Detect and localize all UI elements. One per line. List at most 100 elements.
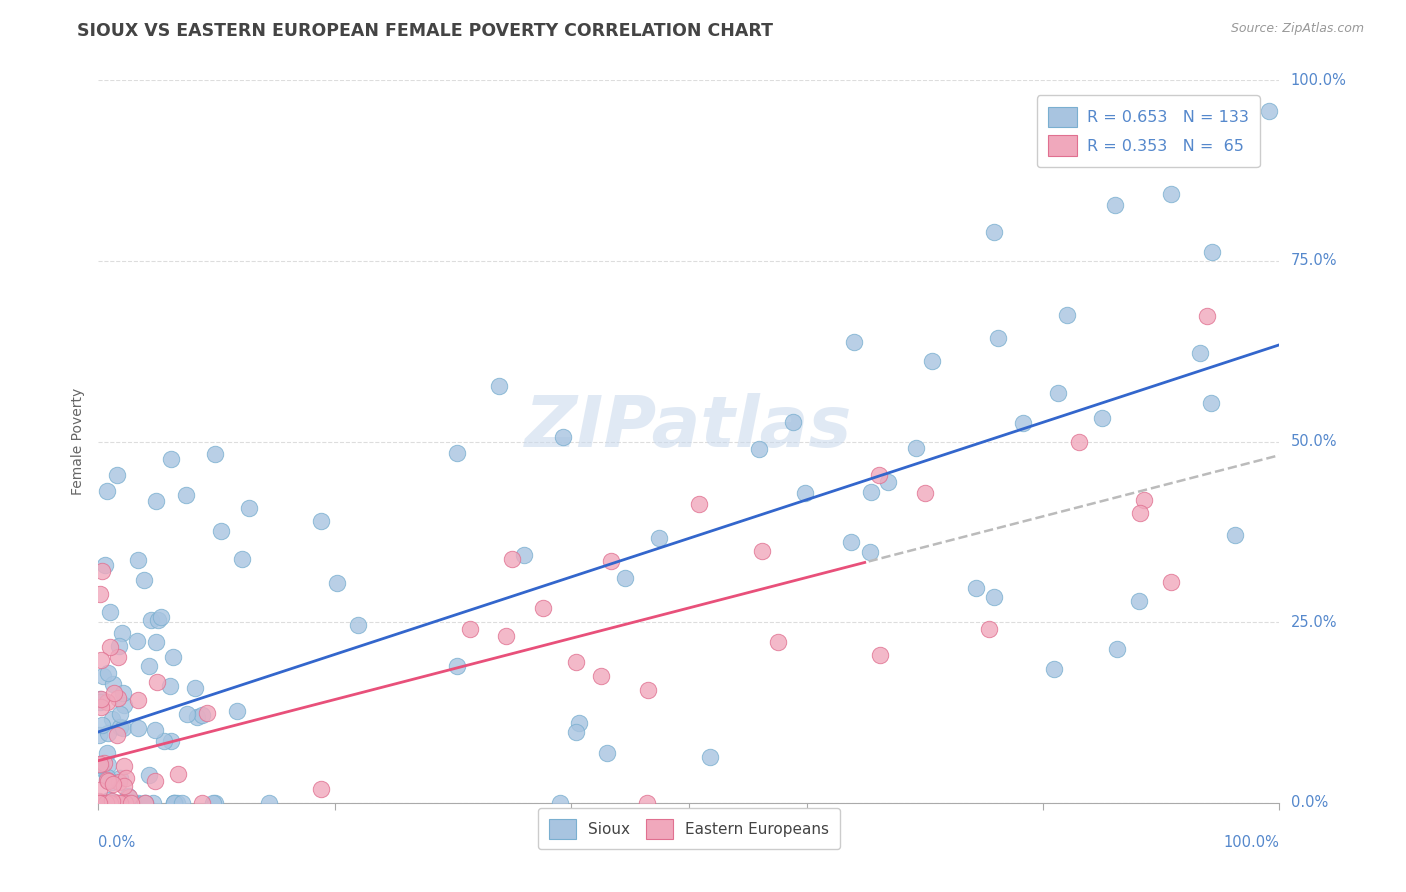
Point	[96, 695, 118, 709]
Point	[748, 442, 770, 457]
Point	[1091, 411, 1114, 425]
Point	[108, 774, 131, 789]
Point	[688, 497, 710, 511]
Point	[637, 683, 659, 698]
Point	[565, 724, 588, 739]
Point	[114, 772, 136, 786]
Point	[209, 524, 232, 539]
Point	[1056, 309, 1078, 323]
Point	[868, 468, 890, 483]
Point	[108, 796, 131, 810]
Point	[94, 796, 117, 810]
Point	[1160, 186, 1182, 201]
Point	[1047, 386, 1070, 401]
Point	[844, 335, 866, 350]
Point	[914, 486, 936, 500]
Point	[139, 613, 162, 627]
Point	[1107, 642, 1129, 657]
Point	[977, 622, 1000, 636]
Point	[100, 713, 122, 727]
Point	[567, 716, 589, 731]
Point	[98, 640, 121, 654]
Point	[225, 704, 247, 718]
Text: 100.0%: 100.0%	[1291, 73, 1347, 87]
Point	[108, 707, 131, 722]
Point	[347, 618, 370, 632]
Point	[595, 747, 617, 761]
Point	[1189, 346, 1212, 360]
Point	[97, 793, 120, 807]
Point	[112, 759, 135, 773]
Point	[170, 796, 193, 810]
Text: 50.0%: 50.0%	[1291, 434, 1337, 449]
Point	[103, 686, 125, 700]
Point	[87, 796, 110, 810]
Point	[90, 796, 112, 810]
Point	[163, 796, 186, 810]
Point	[93, 796, 115, 810]
Point	[98, 796, 121, 810]
Point	[91, 564, 114, 578]
Point	[859, 485, 882, 500]
Point	[1160, 574, 1182, 589]
Point	[987, 331, 1010, 345]
Point	[531, 601, 554, 615]
Point	[458, 622, 481, 636]
Text: 0.0%: 0.0%	[98, 835, 135, 850]
Point	[112, 779, 135, 793]
Text: 0.0%: 0.0%	[1291, 796, 1327, 810]
Point	[110, 796, 132, 810]
Point	[495, 629, 517, 643]
Point	[89, 757, 111, 772]
Point	[167, 767, 190, 781]
Point	[195, 706, 218, 721]
Point	[191, 796, 214, 810]
Point	[614, 571, 637, 585]
Point	[309, 781, 332, 796]
Point	[89, 782, 111, 797]
Point	[905, 441, 928, 455]
Point	[309, 515, 332, 529]
Point	[91, 717, 114, 731]
Point	[132, 573, 155, 587]
Point	[1012, 416, 1035, 430]
Point	[859, 545, 882, 559]
Point	[326, 575, 349, 590]
Point	[108, 771, 131, 785]
Point	[145, 635, 167, 649]
Point	[107, 691, 129, 706]
Point	[112, 698, 135, 712]
Point	[1195, 309, 1218, 323]
Point	[96, 747, 118, 761]
Point	[98, 796, 121, 810]
Point	[101, 776, 124, 790]
Point	[118, 796, 141, 810]
Point	[1129, 507, 1152, 521]
Point	[107, 650, 129, 665]
Point	[148, 613, 170, 627]
Point	[89, 587, 111, 601]
Point	[257, 796, 280, 810]
Point	[96, 772, 118, 787]
Point	[162, 796, 184, 810]
Point	[600, 553, 623, 567]
Point	[101, 796, 124, 810]
Point	[96, 771, 118, 785]
Point	[793, 485, 815, 500]
Point	[983, 590, 1005, 604]
Text: 75.0%: 75.0%	[1291, 253, 1337, 268]
Point	[118, 790, 141, 805]
Point	[93, 669, 115, 683]
Point	[93, 796, 115, 810]
Point	[699, 750, 721, 764]
Point	[90, 700, 112, 714]
Point	[121, 796, 143, 810]
Point	[127, 721, 149, 735]
Point	[202, 796, 225, 810]
Point	[97, 726, 120, 740]
Point	[162, 650, 184, 665]
Point	[648, 532, 671, 546]
Point	[87, 796, 110, 810]
Point	[118, 796, 141, 810]
Point	[766, 635, 789, 649]
